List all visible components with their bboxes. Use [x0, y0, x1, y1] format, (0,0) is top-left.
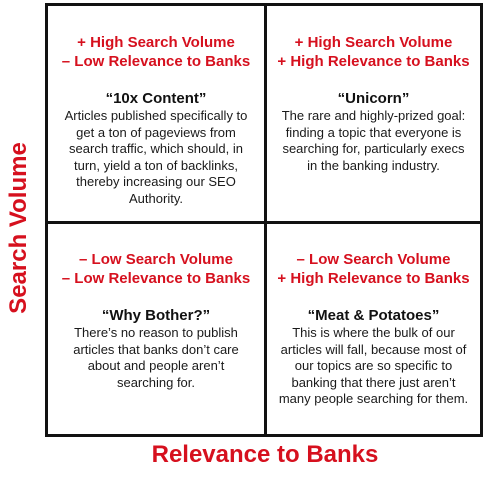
quadrant-bottom-right: – Low Search Volume + High Relevance to …	[267, 250, 480, 408]
quadrant-description: Articles published specifically to get a…	[64, 108, 248, 206]
horizontal-divider	[48, 221, 480, 224]
quadrant-tag-search: + High Search Volume	[77, 34, 235, 51]
y-axis-label: Search Volume	[5, 142, 32, 314]
quadrant-description: This is where the bulk of our articles w…	[278, 325, 469, 406]
quadrant-tag-relevance: – Low Relevance to Banks	[61, 270, 251, 287]
x-axis-label: Relevance to Banks	[151, 441, 379, 468]
quadrant-tag-relevance: + High Relevance to Banks	[277, 53, 470, 70]
quadrant-tag-relevance: + High Relevance to Banks	[277, 270, 470, 287]
quadrant-description: The rare and highly-prized goal: finding…	[281, 108, 466, 173]
quadrant-top-left: + High Search Volume – Low Relevance to …	[48, 33, 264, 207]
vertical-divider	[264, 6, 267, 434]
quadrant-bottom-left: – Low Search Volume – Low Relevance to B…	[48, 250, 264, 391]
quadrant-description: There’s no reason to publish articles th…	[73, 325, 239, 390]
quadrant-top-right: + High Search Volume + High Relevance to…	[267, 33, 480, 174]
quadrant-grid: + High Search Volume – Low Relevance to …	[45, 3, 483, 437]
quadrant-tag-search: – Low Search Volume	[79, 251, 233, 268]
quadrant-title: “Why Bother?”	[101, 307, 211, 324]
quadrant-title: “Unicorn”	[337, 90, 410, 107]
quadrant-title: “10x Content”	[105, 90, 207, 107]
quadrant-tag-search: – Low Search Volume	[296, 251, 451, 268]
quadrant-title: “Meat & Potatoes”	[307, 307, 440, 324]
quadrant-tag-relevance: – Low Relevance to Banks	[61, 53, 251, 70]
quadrant-tag-search: + High Search Volume	[294, 34, 453, 51]
